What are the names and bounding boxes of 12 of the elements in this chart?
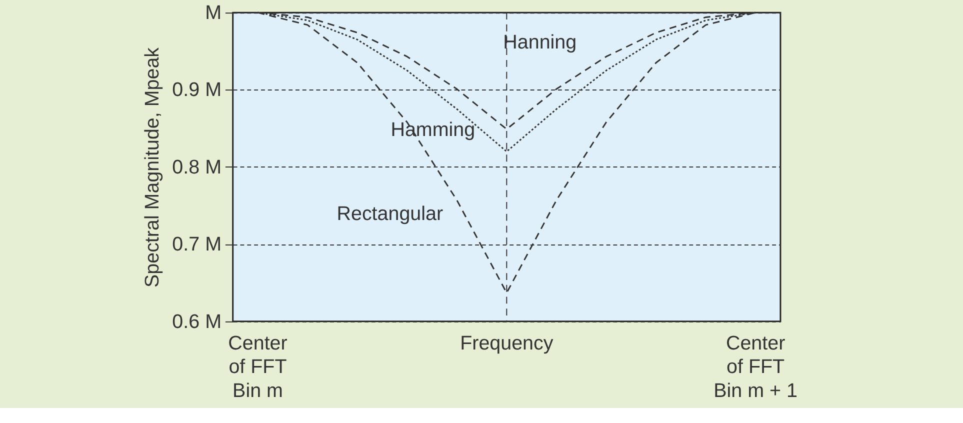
x-tick-label: Center of FFT Bin m + 1 [714,332,798,402]
x-tick-label: Center of FFT Bin m [228,332,288,402]
y-axis-title: Spectral Magnitude, Mpeak [141,47,164,288]
y-tick-label: 0.6 M [172,310,222,333]
x-tick-label: Frequency [460,332,554,355]
series-label: Rectangular [336,202,444,225]
y-tick-label: 0.9 M [172,79,222,102]
series-label: Hanning [503,32,577,54]
y-tick-label: 0.7 M [172,234,222,256]
y-tick-label: M [205,2,222,24]
y-tick-label: 0.8 M [172,156,222,178]
series-label: Hamming [390,118,476,141]
